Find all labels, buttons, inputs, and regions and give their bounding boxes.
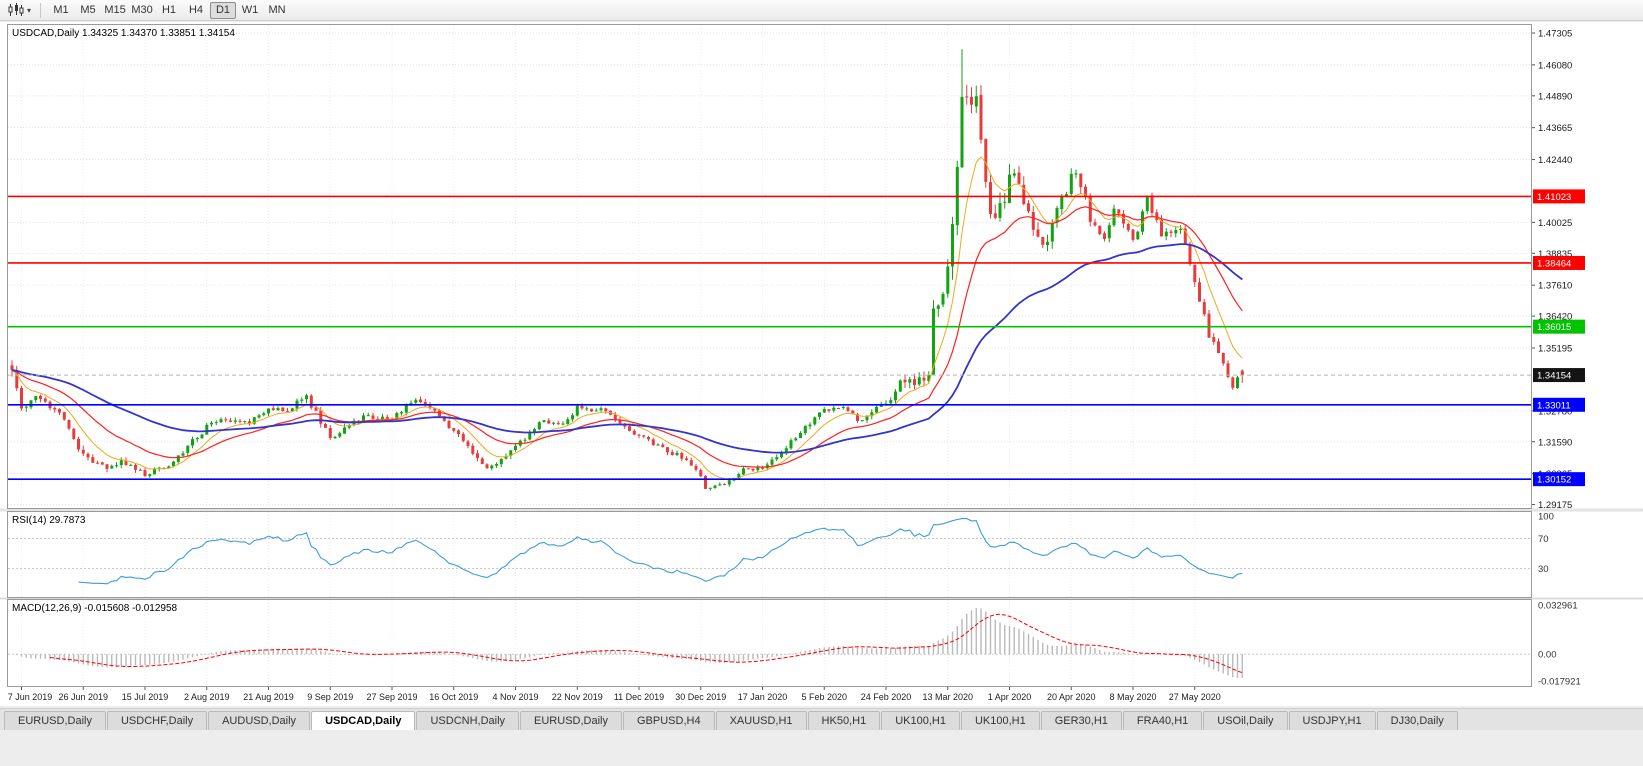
svg-text:30 Dec 2019: 30 Dec 2019: [675, 692, 726, 702]
candlestick-chart-icon[interactable]: [6, 1, 26, 19]
chart-tab-usdcnh-daily[interactable]: USDCNH,Daily: [416, 711, 520, 730]
tf-button-d1[interactable]: D1: [210, 1, 237, 19]
bottom-tabbar: EURUSD,Daily USDCHF,Daily AUDUSD,Daily USDC…: [0, 708, 1643, 730]
svg-text:1.31590: 1.31590: [1538, 437, 1572, 448]
macd-panel: 0.032961 0.00 -0.017921 MACD(12,26,9) -0.01…: [8, 601, 1581, 688]
grid-lines: [8, 25, 1531, 686]
svg-text:22 Nov 2019: 22 Nov 2019: [552, 692, 603, 702]
chart-tab-uk100-h1[interactable]: UK100,H1: [881, 711, 960, 730]
moving-average-lines: [11, 156, 1243, 480]
svg-text:1.30152: 1.30152: [1537, 475, 1571, 486]
svg-text:1.34154: 1.34154: [1537, 371, 1571, 382]
ma-line-55: [11, 243, 1243, 454]
svg-text:0.032961: 0.032961: [1538, 601, 1578, 612]
chart-tab-hk50-h1[interactable]: HK50,H1: [807, 711, 881, 730]
ma-line-21: [11, 206, 1243, 468]
svg-text:4 Nov 2019: 4 Nov 2019: [492, 692, 538, 702]
svg-text:1.38835: 1.38835: [1538, 249, 1572, 260]
chart-tab-audusd-daily[interactable]: AUDUSD,Daily: [208, 711, 311, 730]
toolbar-separator: [40, 2, 42, 18]
svg-text:15 Jul 2019: 15 Jul 2019: [122, 692, 169, 702]
svg-text:1.35195: 1.35195: [1538, 343, 1572, 354]
svg-text:17 Jan 2020: 17 Jan 2020: [738, 692, 788, 702]
svg-text:1.40025: 1.40025: [1538, 218, 1572, 229]
svg-text:1.36420: 1.36420: [1538, 312, 1572, 323]
svg-text:26 Jun 2019: 26 Jun 2019: [58, 692, 108, 702]
chart-tab-usdchf-daily[interactable]: USDCHF,Daily: [106, 711, 208, 730]
svg-text:5 Feb 2020: 5 Feb 2020: [801, 692, 847, 702]
chart-canvas[interactable]: 1.47305 1.46080 1.44890 1.43665 1.42440 1.400…: [0, 22, 1643, 706]
chart-tab-ger30-h1[interactable]: GER30,H1: [1040, 711, 1122, 730]
rsi-panel: 100 70 30 RSI(14) 29.7873: [8, 512, 1554, 585]
svg-text:1.43665: 1.43665: [1538, 123, 1572, 134]
svg-text:1.42440: 1.42440: [1538, 155, 1572, 166]
svg-text:1 Apr 2020: 1 Apr 2020: [988, 692, 1032, 702]
svg-text:20 Apr 2020: 20 Apr 2020: [1047, 692, 1096, 702]
tf-button-m1[interactable]: M1: [53, 4, 69, 16]
tf-button-h4[interactable]: H4: [188, 4, 204, 16]
svg-text:0.00: 0.00: [1538, 650, 1557, 661]
chart-tab-eurusd-daily[interactable]: EURUSD,Daily: [520, 711, 622, 730]
rsi-header: RSI(14) 29.7873: [12, 515, 86, 526]
chevron-down-icon[interactable]: ▾: [27, 5, 32, 15]
svg-text:1.37610: 1.37610: [1538, 281, 1572, 292]
svg-text:1.36015: 1.36015: [1537, 322, 1571, 333]
chart-tab-usdjpy-h1[interactable]: USDJPY,H1: [1288, 711, 1376, 730]
svg-text:1.47305: 1.47305: [1538, 29, 1572, 40]
chart-tab-usoil-daily[interactable]: USOil,Daily: [1203, 711, 1288, 730]
svg-text:16 Oct 2019: 16 Oct 2019: [429, 692, 478, 702]
tf-button-w1[interactable]: W1: [241, 4, 259, 16]
svg-text:1.41023: 1.41023: [1537, 192, 1571, 203]
svg-text:70: 70: [1538, 534, 1549, 545]
tf-button-h1[interactable]: H1: [161, 4, 177, 16]
svg-text:2 Aug 2019: 2 Aug 2019: [184, 692, 230, 702]
chart-ohlc-header: USDCAD,Daily 1.34325 1.34370 1.33851 1.3…: [12, 28, 235, 39]
svg-text:9 Sep 2019: 9 Sep 2019: [307, 692, 353, 702]
svg-text:27 May 2020: 27 May 2020: [1169, 692, 1221, 702]
tf-button-mn[interactable]: MN: [268, 4, 286, 16]
chart-tab-gbpusd-h4[interactable]: GBPUSD,H4: [623, 711, 715, 730]
svg-text:1.46080: 1.46080: [1538, 60, 1572, 71]
svg-text:1.33011: 1.33011: [1537, 400, 1571, 411]
date-axis: 7 Jun 2019 26 Jun 2019 15 Jul 2019 2 Aug 20…: [8, 686, 1221, 702]
svg-text:8 May 2020: 8 May 2020: [1109, 692, 1156, 702]
macd-signal-line: [49, 613, 1243, 674]
svg-text:21 Aug 2019: 21 Aug 2019: [243, 692, 294, 702]
svg-text:1.32780: 1.32780: [1538, 406, 1572, 417]
svg-text:27 Sep 2019: 27 Sep 2019: [366, 692, 417, 702]
tf-button-m5[interactable]: M5: [80, 4, 96, 16]
tf-button-m15[interactable]: M15: [104, 4, 126, 16]
svg-text:-0.017921: -0.017921: [1538, 677, 1581, 688]
chart-tab-eurusd-daily[interactable]: EURUSD,Daily: [4, 711, 106, 730]
timeframe-buttons: M1 M5 M15 M30 H1 H4 D1 W1 MN: [48, 1, 290, 19]
ma-line-8: [11, 156, 1243, 480]
svg-text:11 Dec 2019: 11 Dec 2019: [614, 692, 664, 702]
chart-window[interactable]: 1.47305 1.46080 1.44890 1.43665 1.42440 1.400…: [0, 22, 1643, 706]
price-axis: 1.47305 1.46080 1.44890 1.43665 1.42440 1.400…: [1531, 29, 1585, 511]
horizontal-level-lines: [8, 195, 1531, 480]
svg-text:24 Feb 2020: 24 Feb 2020: [861, 692, 912, 702]
svg-text:13 Mar 2020: 13 Mar 2020: [922, 692, 973, 702]
svg-text:7 Jun 2019: 7 Jun 2019: [8, 692, 53, 702]
window-bottom-strip: [0, 730, 1643, 766]
svg-text:100: 100: [1538, 512, 1554, 523]
chart-tab-dj30-daily[interactable]: DJ30,Daily: [1376, 711, 1458, 730]
chart-tab-fra40-h1[interactable]: FRA40,H1: [1122, 711, 1203, 730]
rsi-line: [78, 518, 1243, 585]
svg-text:1.44890: 1.44890: [1538, 91, 1572, 102]
chart-tab-uk100-h1[interactable]: UK100,H1: [960, 711, 1040, 730]
macd-header: MACD(12,26,9) -0.015608 -0.012958: [12, 603, 178, 614]
panel-borders: [0, 24, 1643, 687]
svg-text:1.38464: 1.38464: [1537, 258, 1571, 269]
tf-button-m30[interactable]: M30: [131, 4, 153, 16]
svg-text:1.29175: 1.29175: [1538, 500, 1572, 511]
chart-tab-usdcad-daily[interactable]: USDCAD,Daily: [311, 711, 416, 730]
chart-tab-xauusd-h1[interactable]: XAUUSD,H1: [715, 711, 807, 730]
svg-text:30: 30: [1538, 564, 1549, 575]
timeframe-toolbar: ▾ M1 M5 M15 M30 H1 H4 D1 W1 MN: [0, 0, 1643, 21]
